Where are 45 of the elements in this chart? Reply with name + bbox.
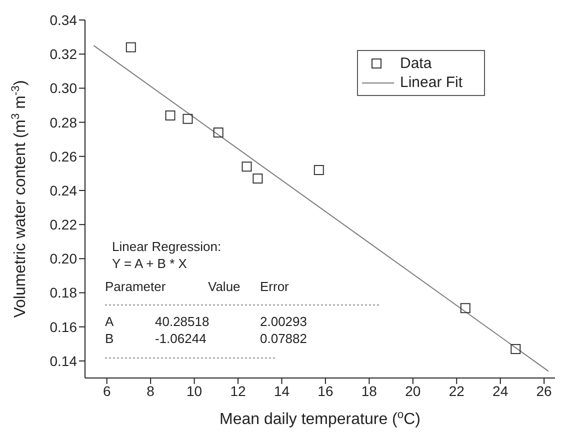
point bbox=[165, 110, 176, 120]
x-axis-title: Mean daily temperature ($^{o}$C) bbox=[220, 409, 420, 428]
x-tick-label: 6 bbox=[102, 382, 111, 399]
y-tick-label: 0.34 bbox=[50, 12, 78, 28]
x-tick-label: 16 bbox=[318, 382, 334, 399]
legend-label: Data bbox=[400, 55, 432, 72]
x-tick-label: 18 bbox=[361, 382, 378, 399]
y-tick-label: 0.32 bbox=[50, 46, 78, 62]
annotation: B bbox=[105, 331, 114, 346]
y-tick-label: 0.26 bbox=[50, 148, 78, 164]
y-tick-label: 0.20 bbox=[50, 250, 78, 267]
y-tick-label: 0.18 bbox=[50, 284, 78, 301]
x-tick-label: 8 bbox=[146, 382, 155, 399]
annotation: -1.06244 bbox=[155, 331, 206, 346]
y-tick-label: 0.16 bbox=[50, 318, 78, 335]
x-tick-label: 10 bbox=[186, 382, 202, 399]
y-tick-label: 0.22 bbox=[50, 216, 78, 233]
annotation: Y = A + B * X bbox=[112, 256, 187, 271]
annotation: 40.28518 bbox=[155, 314, 210, 329]
annotation: 2.00293 bbox=[260, 314, 307, 329]
x-tick-label: 22 bbox=[448, 382, 465, 399]
point bbox=[242, 162, 252, 172]
point bbox=[460, 303, 470, 314]
annotation: Error bbox=[260, 279, 289, 294]
point bbox=[182, 114, 193, 124]
point bbox=[252, 174, 263, 184]
y-tick-label: 0.28 bbox=[50, 114, 78, 130]
x-tick-label: 26 bbox=[536, 382, 552, 399]
point bbox=[213, 128, 224, 138]
point bbox=[314, 165, 324, 176]
x-tick-label: 12 bbox=[230, 382, 246, 399]
point bbox=[510, 344, 521, 354]
x-tick-label: 20 bbox=[405, 382, 421, 399]
y-tick-label: 0.14 bbox=[50, 352, 78, 369]
annotation: 0.07882 bbox=[260, 331, 307, 346]
x-tick-label: 14 bbox=[274, 382, 290, 399]
y-tick-label: 0.30 bbox=[50, 80, 78, 96]
x-tick-label: 24 bbox=[492, 382, 508, 399]
annotation: Parameter bbox=[105, 279, 166, 294]
y-tick-label: 0.24 bbox=[50, 182, 78, 198]
annotation: Linear Regression: bbox=[112, 239, 222, 254]
legend-label: Linear Fit bbox=[400, 74, 463, 91]
point bbox=[126, 42, 136, 52]
annotation: Value bbox=[208, 279, 240, 294]
annotation: A bbox=[105, 314, 114, 329]
